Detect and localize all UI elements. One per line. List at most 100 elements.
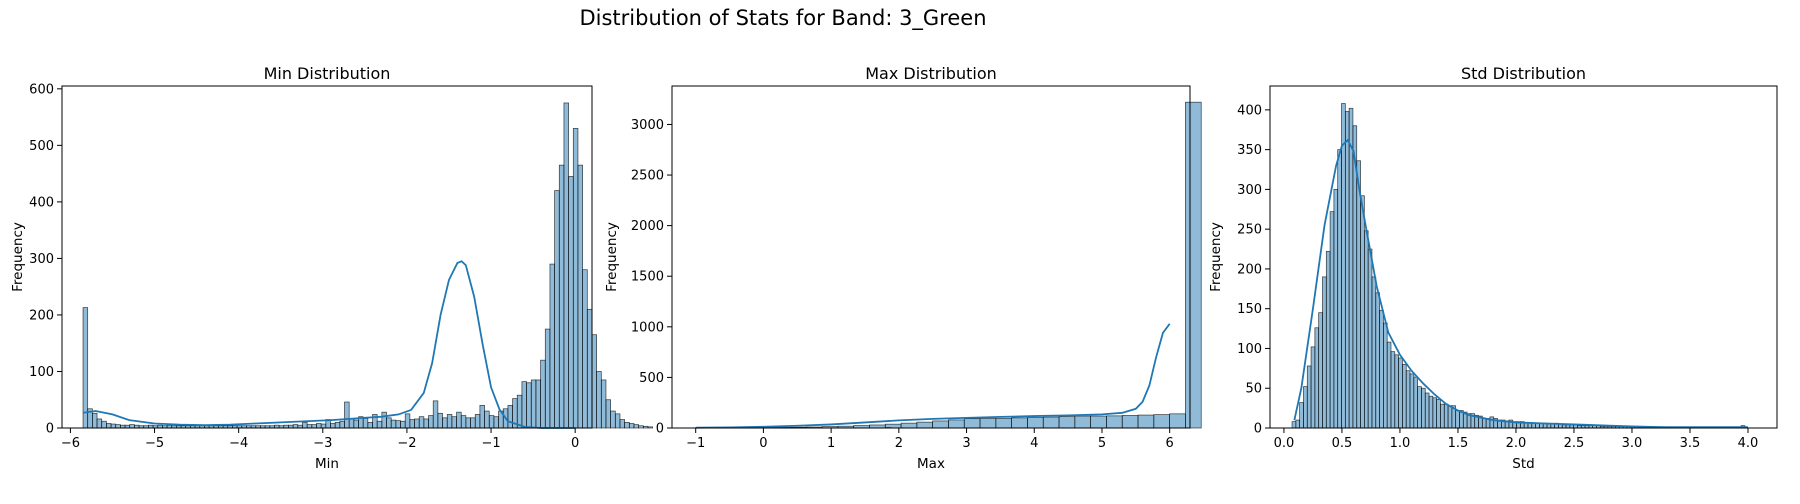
- histogram-bar: [130, 425, 135, 428]
- histogram-bar: [517, 395, 522, 428]
- x-axis-label: Min: [315, 456, 339, 472]
- y-tick-label: 50: [1245, 382, 1262, 397]
- histogram-bar: [92, 413, 97, 428]
- histogram-bar: [335, 422, 340, 428]
- histogram-bar: [457, 412, 462, 428]
- histogram-bar: [1414, 377, 1418, 428]
- histogram-bar: [1376, 293, 1380, 428]
- histogram-bar: [1059, 417, 1075, 428]
- histogram-bar: [97, 419, 102, 428]
- histogram-bar: [494, 417, 499, 428]
- histogram-bar: [1307, 366, 1311, 428]
- histogram-bar: [1315, 328, 1319, 428]
- histogram-bar: [1372, 277, 1376, 428]
- histogram-bar: [541, 360, 546, 428]
- histogram-bar: [1357, 161, 1361, 428]
- x-tick-label: 3: [962, 436, 970, 451]
- histogram-bar: [1429, 396, 1433, 428]
- histogram-bar: [1106, 416, 1122, 428]
- histogram-bar: [1421, 388, 1425, 428]
- axes-frame: [672, 86, 1190, 428]
- histogram-bar: [1402, 364, 1406, 428]
- histogram-bar: [410, 420, 415, 428]
- histogram-bars: [1292, 104, 1745, 429]
- axes-frame: [62, 86, 592, 428]
- histogram-bar: [1330, 212, 1334, 428]
- histogram-bar: [536, 380, 541, 428]
- x-tick-label: 1.0: [1390, 436, 1411, 451]
- y-tick-label: 150: [1237, 302, 1262, 317]
- histogram-bar: [1122, 415, 1138, 428]
- x-tick-label: −5: [145, 436, 164, 451]
- x-tick-label: 1: [827, 436, 835, 451]
- histogram-bar: [485, 411, 490, 428]
- histogram-bar: [620, 420, 625, 428]
- x-tick-label: 5: [1098, 436, 1106, 451]
- histogram-bar: [1296, 420, 1300, 428]
- y-tick-label: 400: [29, 195, 54, 210]
- histogram-bar: [438, 413, 443, 428]
- histogram-bar: [1399, 358, 1403, 428]
- histogram-bar: [1547, 424, 1551, 428]
- histogram-bar: [555, 191, 560, 428]
- histogram-bar: [419, 417, 424, 428]
- histogram-bar: [387, 418, 392, 428]
- x-tick-label: −3: [313, 436, 332, 451]
- y-axis-label: Frequency: [604, 222, 620, 292]
- chart-title: Min Distribution: [264, 64, 391, 83]
- x-tick-label: 4: [1030, 436, 1038, 451]
- histogram-bar: [1342, 104, 1346, 429]
- histogram-bar: [461, 416, 466, 428]
- histogram-bar: [606, 400, 611, 428]
- histogram-bar: [1433, 398, 1437, 428]
- y-tick-label: 1000: [631, 320, 664, 335]
- histogram-bar: [629, 423, 634, 428]
- histogram-bar: [578, 165, 583, 428]
- histogram-bar: [466, 418, 471, 428]
- histogram-bar: [1338, 150, 1342, 428]
- histogram-bar: [1490, 417, 1494, 428]
- histogram-bar: [901, 423, 917, 428]
- x-tick-label: −4: [229, 436, 248, 451]
- histogram-bar: [1345, 111, 1349, 428]
- histogram-bar: [401, 421, 406, 428]
- x-tick-label: −1: [686, 436, 705, 451]
- histogram-bar: [471, 418, 476, 428]
- histogram-bar: [1456, 411, 1460, 429]
- histogram-bar: [396, 421, 401, 428]
- histogram-bar: [1300, 403, 1304, 428]
- histogram-bar: [1482, 418, 1486, 428]
- histogram-bar: [1303, 387, 1307, 428]
- histogram-bar: [340, 421, 345, 428]
- y-tick-label: 600: [29, 82, 54, 97]
- y-tick-label: 500: [639, 371, 664, 386]
- histogram-bar: [634, 425, 639, 428]
- histogram-bar: [1319, 313, 1323, 428]
- histogram-bar: [587, 309, 592, 428]
- histogram-bar: [1380, 310, 1384, 428]
- x-tick-label: 0.0: [1274, 436, 1295, 451]
- histogram-bar: [321, 424, 326, 428]
- histogram-bar: [391, 420, 396, 428]
- histogram-bar: [564, 103, 569, 428]
- histogram-bar: [377, 421, 382, 428]
- histogram-bar: [1138, 415, 1154, 428]
- histogram-bar: [933, 421, 949, 428]
- x-tick-label: 0: [571, 436, 579, 451]
- histogram-bar: [330, 423, 335, 428]
- y-axis-label: Frequency: [1208, 222, 1224, 292]
- y-tick-label: 500: [29, 139, 54, 154]
- histogram-bar: [601, 380, 606, 428]
- histogram-bar: [1091, 416, 1107, 428]
- histogram-bars: [83, 103, 891, 428]
- histogram-bar: [1444, 404, 1448, 428]
- y-tick-label: 0: [46, 422, 54, 437]
- y-tick-label: 100: [29, 365, 54, 380]
- histogram-bar: [1383, 323, 1387, 428]
- x-tick-label: 0.5: [1332, 436, 1353, 451]
- histogram-bar: [475, 414, 480, 428]
- kde-line: [696, 324, 1170, 428]
- histogram-bar: [1349, 108, 1353, 428]
- figure-suptitle: Distribution of Stats for Band: 3_Green: [579, 6, 986, 31]
